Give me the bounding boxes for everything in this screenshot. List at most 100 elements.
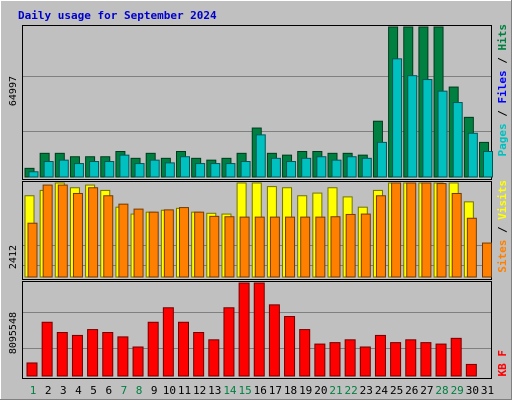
day-label-17: 17: [269, 384, 282, 397]
day-label-5: 5: [90, 384, 97, 397]
panel-middle: 2412: [8, 181, 492, 280]
bar-sites-day-15: [239, 216, 250, 278]
bar-kb-f-day-20: [314, 343, 326, 377]
bar-sites-day-9: [148, 211, 159, 278]
bar-pages-day-24: [376, 141, 387, 178]
bar-kb-f-day-17: [268, 304, 280, 377]
bar-kb-f-day-30: [465, 363, 477, 377]
bar-kb-f-day-21: [329, 342, 341, 377]
day-label-29: 29: [451, 384, 464, 397]
panel-top: 64997: [8, 25, 493, 180]
day-label-8: 8: [136, 384, 143, 397]
bar-sites-day-31: [482, 242, 492, 278]
day-label-20: 20: [314, 384, 327, 397]
day-label-22: 22: [345, 384, 358, 397]
bar-kb-f-day-28: [435, 343, 447, 377]
day-label-15: 15: [238, 384, 251, 397]
bar-pages-day-29: [452, 102, 463, 178]
bar-pages-day-15: [240, 161, 251, 178]
bar-sites-day-19: [300, 216, 311, 278]
bar-pages-day-6: [104, 161, 115, 178]
bar-kb-f-day-4: [71, 334, 83, 377]
bar-pages-day-22: [346, 156, 357, 178]
bar-pages-day-9: [149, 159, 160, 178]
bar-sites-day-27: [421, 182, 432, 278]
day-label-18: 18: [284, 384, 297, 397]
bar-sites-day-20: [315, 216, 326, 278]
bar-sites-day-3: [57, 184, 68, 278]
bar-sites-day-12: [194, 211, 205, 278]
bar-pages-day-3: [58, 159, 69, 178]
bar-kb-f-day-13: [208, 339, 220, 377]
label-part: Hits: [496, 24, 509, 51]
bar-sites-day-1: [27, 222, 38, 278]
bar-kb-f-day-26: [405, 339, 417, 377]
bar-sites-day-25: [391, 182, 402, 278]
bar-pages-day-17: [270, 157, 281, 178]
bar-kb-f-day-24: [374, 334, 386, 377]
bar-sites-day-26: [406, 182, 417, 278]
bar-pages-day-25: [392, 58, 403, 178]
label-part: Files: [496, 70, 509, 103]
day-label-21: 21: [329, 384, 342, 397]
bar-kb-f-day-27: [420, 342, 432, 377]
bar-pages-day-8: [134, 163, 145, 178]
bar-kb-f-day-18: [284, 316, 296, 377]
bar-kb-f-day-3: [56, 331, 68, 377]
bar-pages-day-2: [43, 161, 54, 178]
label-part: Pages: [496, 123, 509, 156]
bar-pages-day-4: [73, 163, 84, 178]
bar-sites-day-6: [103, 195, 114, 278]
bar-kb-f-day-1: [26, 362, 38, 377]
bar-pages-day-14: [225, 163, 236, 178]
bar-kb-f-day-12: [193, 331, 205, 377]
right-side-labels: Pages / Files / Hits Sites / Visits KB F: [496, 24, 509, 377]
bar-kb-f-day-22: [344, 339, 356, 377]
bar-kb-f-day-29: [450, 337, 462, 377]
bar-pages-day-18: [286, 161, 297, 178]
ytick-label: 2412: [8, 245, 19, 269]
bar-pages-day-20: [316, 156, 327, 178]
bar-pages-day-21: [331, 159, 342, 178]
label-part: /: [496, 220, 509, 240]
day-label-31: 31: [481, 384, 494, 397]
day-label-7: 7: [121, 384, 128, 397]
right-label-bottom: KB F: [496, 350, 509, 377]
right-label-top: Pages / Files / Hits: [496, 24, 509, 157]
bar-kb-f-day-8: [132, 346, 144, 377]
bar-kb-f-day-10: [162, 307, 174, 377]
bar-kb-f-day-5: [87, 329, 99, 377]
bar-kb-f-day-9: [147, 321, 159, 377]
bar-sites-day-30: [466, 217, 477, 278]
ytick-label: 8095548: [8, 312, 19, 354]
day-label-9: 9: [151, 384, 158, 397]
day-label-6: 6: [105, 384, 112, 397]
day-label-1: 1: [30, 384, 37, 397]
bar-sites-day-24: [375, 195, 386, 278]
bar-pages-day-23: [361, 157, 372, 178]
day-label-12: 12: [193, 384, 206, 397]
label-part: Visits: [496, 180, 509, 220]
bar-kb-f-day-11: [178, 321, 189, 377]
bar-kb-f-day-14: [223, 307, 235, 377]
bar-pages-day-10: [164, 162, 175, 178]
bar-pages-day-12: [195, 163, 206, 178]
day-label-19: 19: [299, 384, 312, 397]
bar-kb-f-day-15: [238, 282, 250, 377]
bar-pages-day-11: [180, 156, 190, 178]
day-label-30: 30: [466, 384, 479, 397]
bar-sites-day-11: [179, 207, 189, 278]
bar-sites-day-13: [209, 215, 220, 278]
ytick-label: 64997: [8, 76, 19, 106]
bar-sites-day-28: [436, 183, 447, 278]
bar-sites-day-5: [88, 187, 99, 278]
bar-sites-day-10: [163, 209, 174, 278]
bar-pages-day-28: [437, 90, 448, 178]
day-label-4: 4: [75, 384, 82, 397]
bar-pages-day-19: [301, 157, 312, 178]
label-part: /: [496, 104, 509, 124]
day-label-14: 14: [223, 384, 237, 397]
bar-sites-day-2: [42, 184, 53, 278]
bar-sites-day-14: [224, 216, 235, 278]
